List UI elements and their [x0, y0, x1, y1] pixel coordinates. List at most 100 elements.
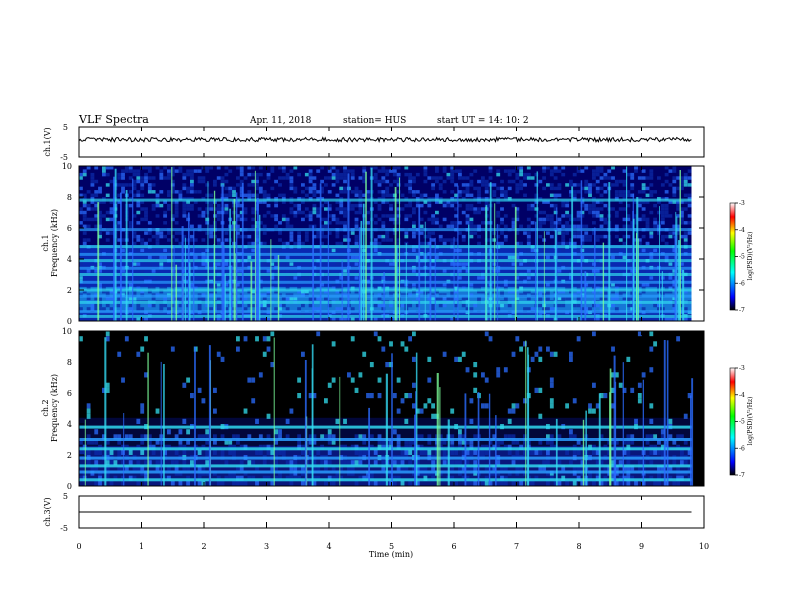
spectrogram-cell [546, 183, 550, 187]
spectrogram-cell [680, 183, 684, 187]
spectrogram-cell [350, 169, 355, 173]
spectrogram-cell [538, 387, 543, 393]
x-tick-label: 7 [514, 542, 519, 551]
spectrogram-cell [611, 346, 615, 352]
spectrogram-cell [201, 398, 206, 404]
spectrogram-cell [216, 480, 221, 486]
spectrogram-cell [316, 210, 321, 215]
spectrogram-cell [461, 317, 466, 322]
spectrogram-cell [262, 214, 267, 218]
spectrogram-cell [427, 449, 432, 455]
spectrogram-cell [266, 475, 271, 481]
spectrogram-cell [167, 283, 171, 287]
spectrogram-cell [580, 203, 585, 208]
spectrogram-cell [672, 480, 677, 486]
spectrogram-cell [412, 403, 416, 409]
spectrogram-ch1-ytick-label: 10 [62, 162, 72, 171]
spectrogram-cell [465, 186, 470, 191]
spectrogram-cell [239, 480, 244, 486]
spectrogram-cell [500, 190, 504, 194]
spectrogram-cell [140, 403, 145, 409]
spectrogram-cell [197, 169, 202, 173]
spectrogram-cell [572, 241, 577, 246]
spectrogram-cell [530, 356, 535, 362]
spectrogram-cell [442, 200, 447, 204]
spectrogram-cell [216, 166, 221, 170]
spectrogram-cell [534, 193, 539, 198]
spectrogram-cell [515, 241, 520, 246]
spectrogram-cell [538, 276, 543, 280]
spectrogram-cell [381, 465, 386, 471]
spectrogram-cell [102, 286, 106, 291]
spectrogram-cell [140, 183, 145, 187]
spectrogram-cell [86, 449, 91, 455]
spectrogram-cell [327, 269, 332, 273]
spectrogram-cell [209, 234, 214, 239]
spectrogram-cell [285, 286, 290, 291]
spectrogram-cell [320, 248, 325, 253]
spectrogram-cell [358, 190, 363, 194]
spectrogram-cell [396, 210, 401, 215]
spectrogram-cell [205, 255, 210, 260]
spectrogram-cell [350, 444, 355, 450]
spectrogram-cell [538, 234, 543, 239]
spectrogram-cell [599, 434, 604, 440]
spectrogram-cell [473, 210, 478, 215]
spectrogram-cell [565, 403, 570, 409]
spectrogram-cell [603, 203, 608, 208]
spectrogram-cell [657, 286, 661, 291]
spectrogram-cell [278, 248, 282, 253]
spectrogram-cell [281, 317, 286, 322]
spectrogram-cell [557, 183, 562, 187]
spectrogram-cell [79, 307, 83, 311]
spectrogram-cell [664, 214, 669, 218]
spectrogram-cell [569, 183, 573, 187]
spectrogram-cell [86, 296, 91, 301]
spectrogram-cell [132, 290, 137, 294]
spectrogram-cell [385, 172, 390, 177]
spectrogram-cell [672, 176, 677, 180]
spectrogram-cell [442, 296, 447, 301]
spectrogram-cell [236, 166, 240, 170]
spectrogram-cell [113, 475, 118, 481]
spectrogram-cell [350, 269, 355, 273]
spectrogram-cell [569, 179, 573, 184]
spectrogram-cell [140, 176, 145, 180]
spectrogram-cell [236, 214, 240, 218]
spectrogram-cell [557, 296, 562, 301]
spectrogram-cell [312, 393, 317, 399]
spectrogram-cell [511, 480, 516, 486]
spectrogram-cell [270, 169, 275, 173]
spectrogram-cell [327, 382, 332, 388]
spectrogram-cell [500, 480, 504, 486]
spectrogram-cell [128, 303, 133, 308]
spectrogram-cell [676, 480, 681, 486]
spectrogram-cell [542, 221, 547, 225]
spectrogram-cell [400, 398, 405, 404]
spectrogram-cell [469, 231, 474, 235]
spectrogram-cell [293, 460, 298, 466]
spectrogram-cell [546, 307, 550, 311]
spectrogram-cell [392, 169, 397, 173]
spectrogram-cell [549, 434, 554, 440]
spectrogram-cell [599, 214, 604, 218]
spectrogram-cell [473, 231, 478, 235]
spectrogram-cell [167, 203, 171, 208]
spectrogram-cell [530, 176, 535, 180]
spectrogram-cell [170, 296, 175, 301]
spectrogram-cell [538, 290, 543, 294]
spectrogram-cell [243, 193, 248, 198]
spectrogram-cell [190, 262, 194, 266]
spectrogram-cell [526, 283, 531, 287]
spectrogram-cell [431, 303, 436, 308]
spectrogram-cell [396, 176, 401, 180]
spectrogram-cell [549, 224, 554, 229]
spectrogram-cell [431, 307, 436, 311]
spectrogram-cell [301, 200, 305, 204]
spectrogram-cell [239, 166, 244, 170]
spectrogram-cell [614, 283, 619, 287]
spectrogram-cell [293, 186, 298, 191]
spectrogram-cell [270, 465, 275, 471]
spectrogram-cell [82, 475, 87, 481]
spectrogram-cell [580, 241, 585, 246]
